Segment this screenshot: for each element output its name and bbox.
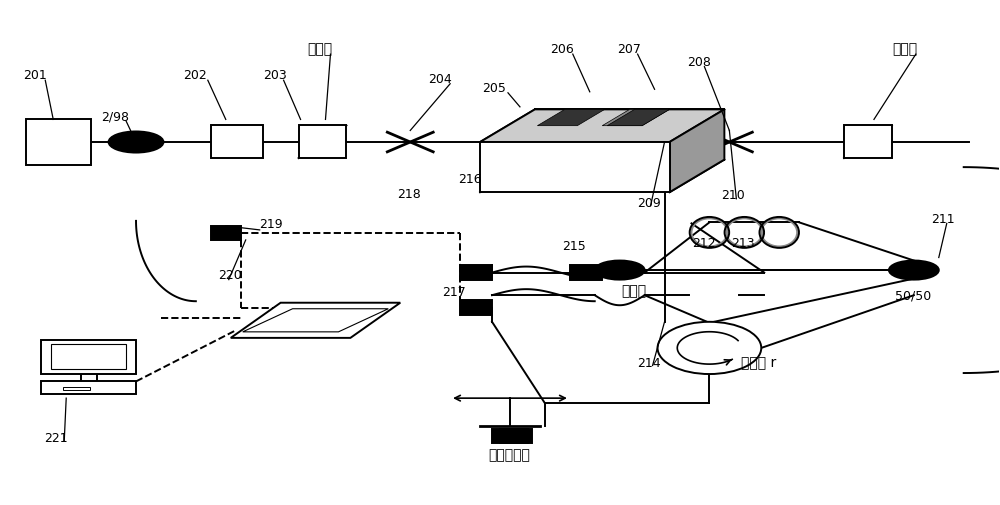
FancyBboxPatch shape	[844, 125, 892, 158]
Text: 检偏器: 检偏器	[892, 42, 917, 56]
Text: 217: 217	[442, 286, 466, 299]
Text: 208: 208	[687, 56, 711, 69]
Polygon shape	[607, 110, 670, 126]
Text: 2/98: 2/98	[101, 111, 129, 124]
Text: 204: 204	[428, 73, 452, 86]
FancyBboxPatch shape	[41, 340, 136, 374]
FancyBboxPatch shape	[492, 429, 528, 443]
FancyBboxPatch shape	[51, 344, 126, 369]
Text: 205: 205	[482, 82, 506, 95]
Text: 220: 220	[218, 269, 242, 282]
FancyBboxPatch shape	[211, 125, 263, 158]
FancyBboxPatch shape	[211, 226, 241, 240]
Text: 起偏器: 起偏器	[308, 42, 333, 56]
Polygon shape	[480, 142, 670, 192]
Text: 207: 207	[617, 43, 641, 56]
Text: 50/50: 50/50	[895, 289, 931, 302]
Polygon shape	[602, 110, 670, 126]
Text: 213: 213	[731, 237, 755, 250]
FancyBboxPatch shape	[26, 119, 91, 165]
Text: 209: 209	[638, 197, 661, 210]
Polygon shape	[537, 110, 605, 126]
Text: 201: 201	[23, 69, 47, 82]
Text: 202: 202	[183, 69, 207, 82]
FancyBboxPatch shape	[460, 265, 492, 280]
Text: 206: 206	[550, 43, 574, 56]
Text: 耦合器: 耦合器	[622, 284, 647, 298]
FancyBboxPatch shape	[570, 265, 602, 280]
Text: 218: 218	[397, 188, 421, 201]
Text: 212: 212	[692, 237, 716, 250]
Text: 环形器 r: 环形器 r	[741, 356, 777, 370]
Polygon shape	[231, 302, 400, 338]
Text: 216: 216	[458, 173, 482, 186]
Text: 210: 210	[721, 189, 745, 202]
Text: 219: 219	[259, 218, 282, 231]
FancyBboxPatch shape	[299, 125, 346, 158]
FancyBboxPatch shape	[41, 381, 136, 393]
Ellipse shape	[595, 261, 645, 280]
Polygon shape	[480, 110, 724, 142]
FancyBboxPatch shape	[63, 387, 90, 390]
Ellipse shape	[109, 131, 163, 153]
Text: 法拉第旋镜: 法拉第旋镜	[488, 448, 530, 463]
Text: 203: 203	[263, 69, 286, 82]
Text: 215: 215	[562, 240, 586, 253]
Polygon shape	[670, 110, 724, 192]
FancyBboxPatch shape	[500, 429, 532, 443]
Circle shape	[658, 322, 761, 374]
Text: 211: 211	[931, 214, 954, 226]
Polygon shape	[243, 309, 388, 332]
FancyBboxPatch shape	[460, 300, 492, 315]
Text: 214: 214	[638, 357, 661, 370]
Ellipse shape	[889, 261, 939, 280]
Text: 221: 221	[44, 432, 68, 445]
